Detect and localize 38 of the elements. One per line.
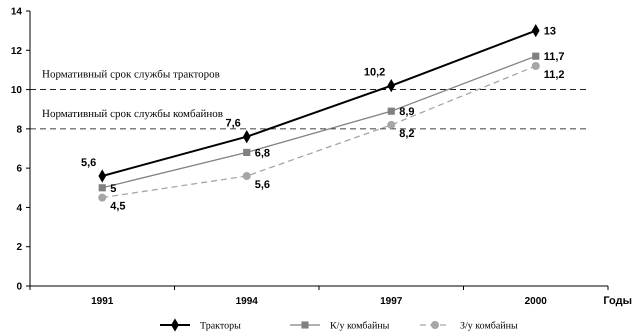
data-label: 10,2 bbox=[364, 66, 386, 79]
y-tick-label: 0 bbox=[16, 282, 22, 292]
point bbox=[98, 194, 106, 202]
point bbox=[98, 184, 106, 192]
y-tick-label: 8 bbox=[16, 124, 22, 136]
data-label: 8,2 bbox=[399, 128, 415, 140]
y-tick-label: 2 bbox=[16, 242, 22, 254]
point bbox=[388, 108, 395, 115]
legend-label: З/у комбайны bbox=[460, 320, 518, 332]
y-tick-label: 6 bbox=[16, 164, 22, 175]
y-tick-label: 14 bbox=[10, 6, 22, 18]
data-label: 5 bbox=[110, 182, 116, 195]
y-tick-label: 10 bbox=[10, 85, 22, 96]
legend-label: К/у комбайны bbox=[330, 320, 390, 332]
data-label: 6,8 bbox=[254, 147, 270, 160]
data-label: 11,2 bbox=[544, 69, 565, 81]
x-tick-label: 2000 bbox=[524, 296, 548, 307]
legend-label: Тракторы bbox=[200, 320, 242, 332]
point bbox=[387, 120, 396, 129]
y-tick-label: 4 bbox=[16, 202, 22, 214]
point bbox=[532, 62, 540, 70]
data-label: 7,6 bbox=[225, 118, 241, 130]
data-label: 13 bbox=[544, 26, 556, 38]
x-axis-title: Годы bbox=[603, 295, 632, 307]
ref-line-label: Нормативный срок службы тракторов bbox=[42, 68, 220, 81]
point bbox=[532, 52, 540, 60]
data-label: 8,9 bbox=[399, 106, 415, 118]
x-tick-label: 1994 bbox=[236, 296, 258, 307]
point bbox=[243, 148, 250, 156]
y-tick-label: 12 bbox=[10, 46, 22, 57]
data-label: 4,5 bbox=[110, 200, 126, 213]
x-tick-label: 1997 bbox=[380, 296, 403, 307]
ref-line-label: Нормативный срок службы комбайнов bbox=[42, 108, 223, 120]
data-label: 11,7 bbox=[544, 51, 565, 64]
data-label: 5,6 bbox=[254, 179, 270, 191]
point bbox=[242, 172, 251, 180]
data-label: 5,6 bbox=[80, 157, 96, 169]
x-tick-label: 1991 bbox=[91, 296, 114, 307]
